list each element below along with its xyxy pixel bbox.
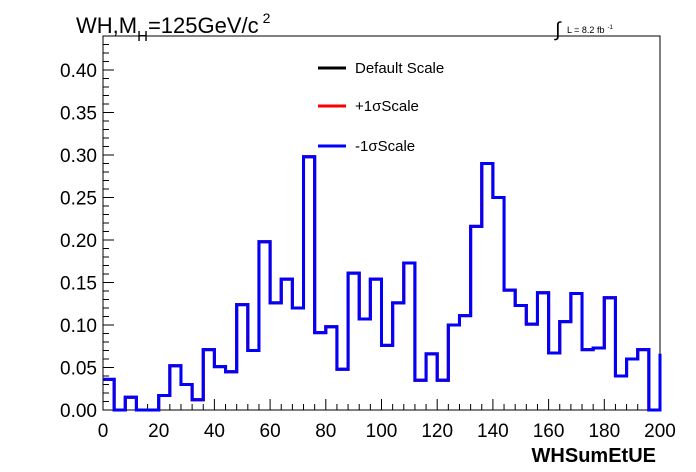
series-group: [103, 155, 662, 412]
legend-label-plus: +1σScale: [355, 98, 419, 115]
x-tick-label: 40: [204, 421, 225, 442]
lumi-integral-symbol: ∫: [554, 19, 562, 41]
y-tick-label: 0.25: [60, 189, 97, 210]
y-tick-label: 0.40: [60, 61, 97, 82]
x-tick-label: 120: [421, 421, 453, 442]
series-line-2: [103, 155, 662, 412]
y-tick-label: 0.15: [60, 274, 97, 295]
x-tick-label: 160: [533, 421, 565, 442]
x-tick-label: 0: [98, 421, 109, 442]
x-tick-label: 60: [260, 421, 281, 442]
x-axis-label: WHSumEtUE: [532, 445, 656, 467]
x-tick-label: 140: [477, 421, 509, 442]
y-tick-label: 0.10: [60, 316, 97, 337]
y-tick-label: 0.30: [60, 146, 97, 167]
x-tick-label: 200: [644, 421, 676, 442]
y-axis: 0.00 0.05 0.10 0.15 0.20 0.25 0.30 0.35 0.40: [60, 35, 114, 422]
chart-title: WH,MH=125GeV/c 2: [76, 10, 271, 45]
y-tick-label: 0.05: [60, 359, 97, 380]
y-tick-label: 0.00: [60, 401, 97, 422]
y-tick-label: 0.20: [60, 231, 97, 252]
x-axis: 0 20 40 60 80 100 120 140 160 180 200: [98, 399, 676, 442]
legend-label-default: Default Scale: [355, 60, 444, 77]
y-tick-label: 0.35: [60, 104, 97, 125]
x-tick-label: 100: [366, 421, 398, 442]
legend: Default Scale +1σScale -1σScale: [318, 60, 444, 155]
lumi-label: L = 8.2 fb -1: [567, 25, 613, 35]
x-tick-label: 80: [315, 421, 336, 442]
x-tick-label: 180: [588, 421, 620, 442]
plot-frame: [102, 35, 661, 411]
x-tick-label: 20: [148, 421, 169, 442]
legend-label-minus: -1σScale: [355, 138, 415, 155]
